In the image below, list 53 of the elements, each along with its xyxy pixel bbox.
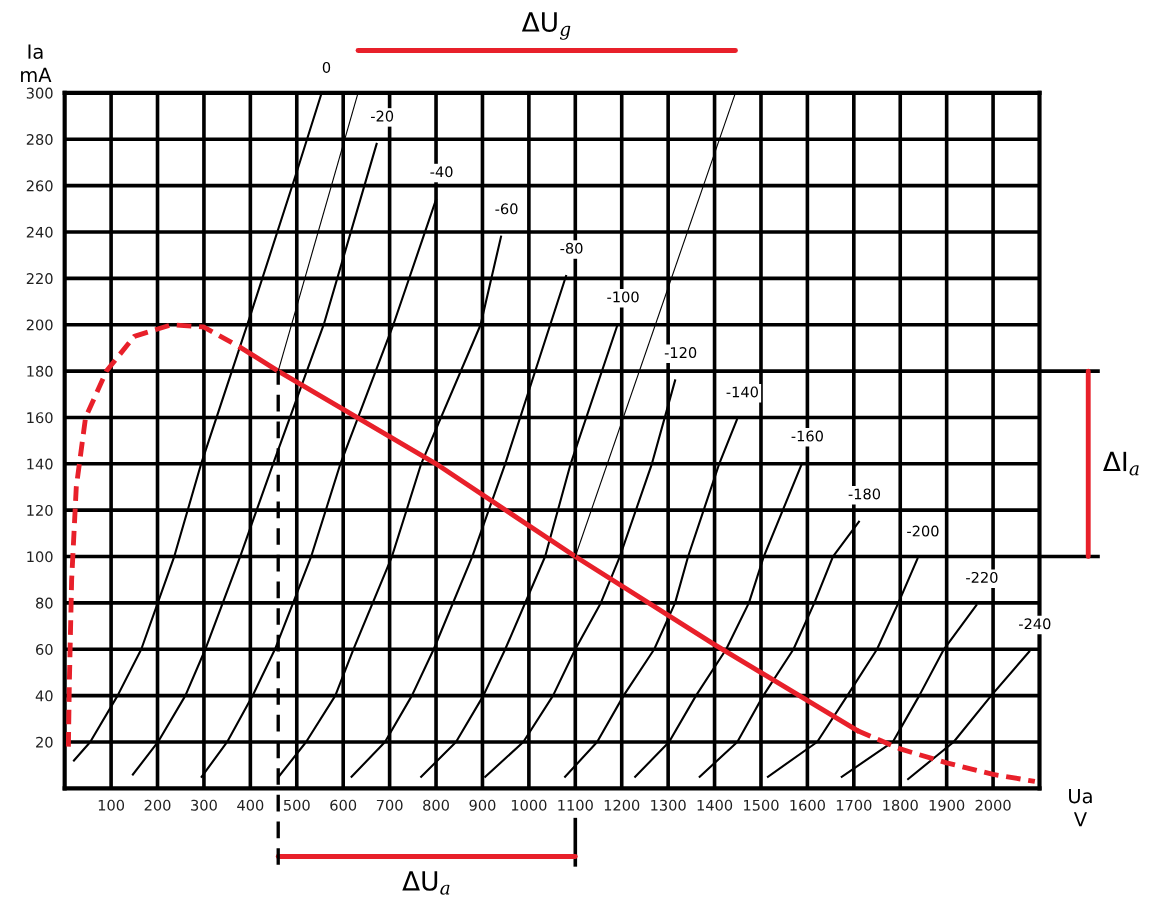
series-label: -100 [607, 291, 639, 303]
x-tick-label: 400 [237, 799, 264, 811]
x-tick-label: 1100 [558, 799, 593, 811]
y-tick-label: 220 [26, 273, 53, 285]
y-tick-label: 140 [27, 458, 53, 470]
text: ΔU$_{a}$ [402, 871, 450, 895]
y-tick-label: 40 [35, 690, 53, 702]
series-label: -140 [726, 386, 758, 398]
y-tick-label: 200 [26, 319, 53, 331]
x-tick-label: 700 [376, 799, 403, 811]
y-tick-label: 180 [27, 365, 53, 377]
x-tick-label: 1700 [836, 799, 872, 811]
y-tick-label: 20 [36, 736, 53, 748]
x-tick-label: 500 [283, 799, 310, 811]
series-label: -220 [966, 571, 998, 583]
x-tick-label: 900 [469, 799, 496, 811]
x-tick-label: 300 [191, 799, 217, 811]
y-tick-label: 280 [26, 133, 53, 146]
x-tick-label: 1600 [790, 799, 825, 811]
y-tick-label: 80 [36, 597, 53, 609]
series-label: -120 [664, 347, 697, 359]
x-tick-label: 800 [423, 799, 449, 811]
series-label: -20 [370, 110, 394, 122]
series-label: -80 [560, 242, 583, 254]
x-tick-label: 2000 [975, 799, 1011, 811]
y-tick-label: 240 [26, 226, 53, 238]
x-tick-label: 1400 [697, 799, 733, 811]
x-tick-label: 200 [144, 799, 171, 811]
y-tick-label: 60 [36, 643, 53, 656]
x-tick-label: 1000 [511, 799, 547, 811]
series-label: -180 [848, 488, 881, 500]
x-tick-label: 600 [330, 799, 357, 811]
y-axis-title: Ia mA [21, 44, 52, 82]
series-label: -240 [1019, 618, 1051, 630]
y-tick-label: 120 [27, 504, 53, 516]
series-label: 0 [322, 61, 331, 73]
y-tick-label: 300 [26, 87, 53, 99]
series-label: -40 [430, 166, 453, 178]
x-tick-label: 1200 [604, 799, 640, 811]
y-tick-label: 260 [26, 180, 53, 192]
series-label: -200 [907, 525, 939, 537]
x-axis-title: Ua V [1069, 788, 1092, 827]
text: ΔU$_{g}$ [521, 12, 571, 40]
x-tick-label: 1900 [929, 799, 965, 811]
y-tick-label: 160 [27, 412, 53, 424]
text: ΔI$_{a}$ [1103, 451, 1139, 476]
series-label: -60 [495, 203, 518, 215]
y-tick-label: 100 [27, 551, 53, 563]
x-tick-label: 1500 [744, 799, 779, 811]
x-tick-label: 1300 [651, 799, 686, 811]
series-label: -160 [791, 430, 823, 442]
x-tick-label: 100 [98, 799, 125, 811]
x-tick-label: 1800 [883, 799, 918, 811]
